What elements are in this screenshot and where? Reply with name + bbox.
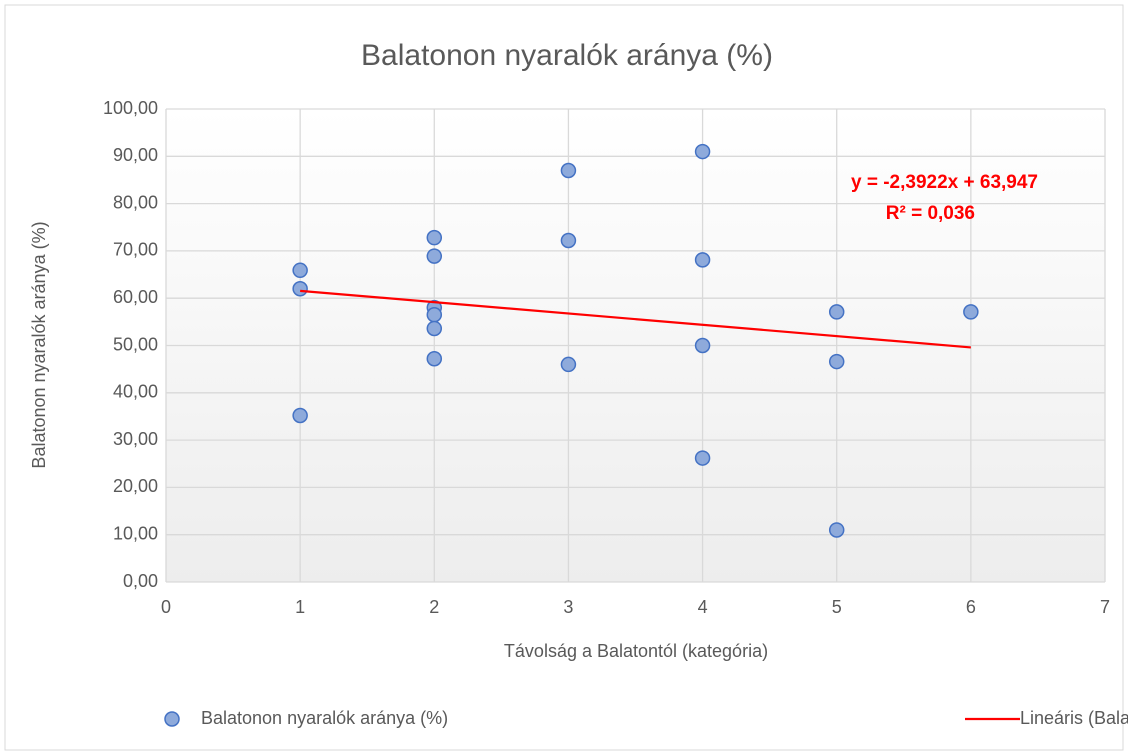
legend-label: Lineáris (Balatonon nyaralók aránya (%)) bbox=[1020, 708, 1128, 728]
y-tick-label: 30,00 bbox=[113, 429, 158, 449]
y-tick-label: 80,00 bbox=[113, 192, 158, 212]
point bbox=[694, 143, 711, 160]
y-tick-label: 0,00 bbox=[123, 571, 158, 591]
y-tick-label: 40,00 bbox=[113, 382, 158, 402]
y-tick-label: 20,00 bbox=[113, 476, 158, 496]
point bbox=[292, 407, 308, 424]
point bbox=[828, 304, 845, 320]
point bbox=[426, 248, 443, 264]
x-tick-label: 4 bbox=[698, 597, 708, 617]
point bbox=[560, 356, 577, 373]
x-tick-label: 2 bbox=[429, 597, 439, 617]
x-tick-label: 7 bbox=[1100, 597, 1110, 617]
point bbox=[426, 229, 443, 246]
y-tick-label: 60,00 bbox=[113, 287, 158, 307]
point bbox=[292, 280, 308, 297]
point bbox=[963, 304, 979, 320]
legend-marker bbox=[164, 711, 180, 727]
point bbox=[560, 162, 577, 179]
chart-title: Balatonon nyaralók aránya (%) bbox=[361, 39, 773, 72]
y-tick-label: 70,00 bbox=[113, 240, 158, 260]
y-tick-label: 10,00 bbox=[113, 523, 158, 543]
point bbox=[828, 353, 845, 370]
point bbox=[426, 320, 443, 337]
point bbox=[828, 522, 845, 538]
x-tick-label: 1 bbox=[295, 597, 305, 617]
trend-r2: R² = 0,036 bbox=[886, 203, 975, 224]
point bbox=[426, 350, 443, 367]
point bbox=[560, 232, 577, 249]
point bbox=[694, 337, 711, 354]
trend-equation: y = -2,3922x + 63,947 bbox=[851, 172, 1038, 193]
x-tick-label: 3 bbox=[563, 597, 573, 617]
legend-label: Balatonon nyaralók aránya (%) bbox=[201, 708, 448, 728]
x-axis-label: Távolság a Balatontól (kategória) bbox=[504, 641, 768, 661]
trendline bbox=[300, 289, 971, 349]
y-tick-label: 100,00 bbox=[103, 98, 158, 118]
x-tick-label: 5 bbox=[832, 597, 842, 617]
point bbox=[694, 252, 711, 268]
y-axis-label: Balatonon nyaralók aránya (%) bbox=[29, 221, 49, 468]
y-tick-label: 90,00 bbox=[113, 145, 158, 165]
point bbox=[694, 450, 711, 466]
x-tick-label: 0 bbox=[161, 597, 171, 617]
y-tick-label: 50,00 bbox=[113, 334, 158, 354]
x-tick-label: 6 bbox=[966, 597, 976, 617]
point bbox=[426, 307, 443, 323]
point bbox=[292, 262, 308, 279]
